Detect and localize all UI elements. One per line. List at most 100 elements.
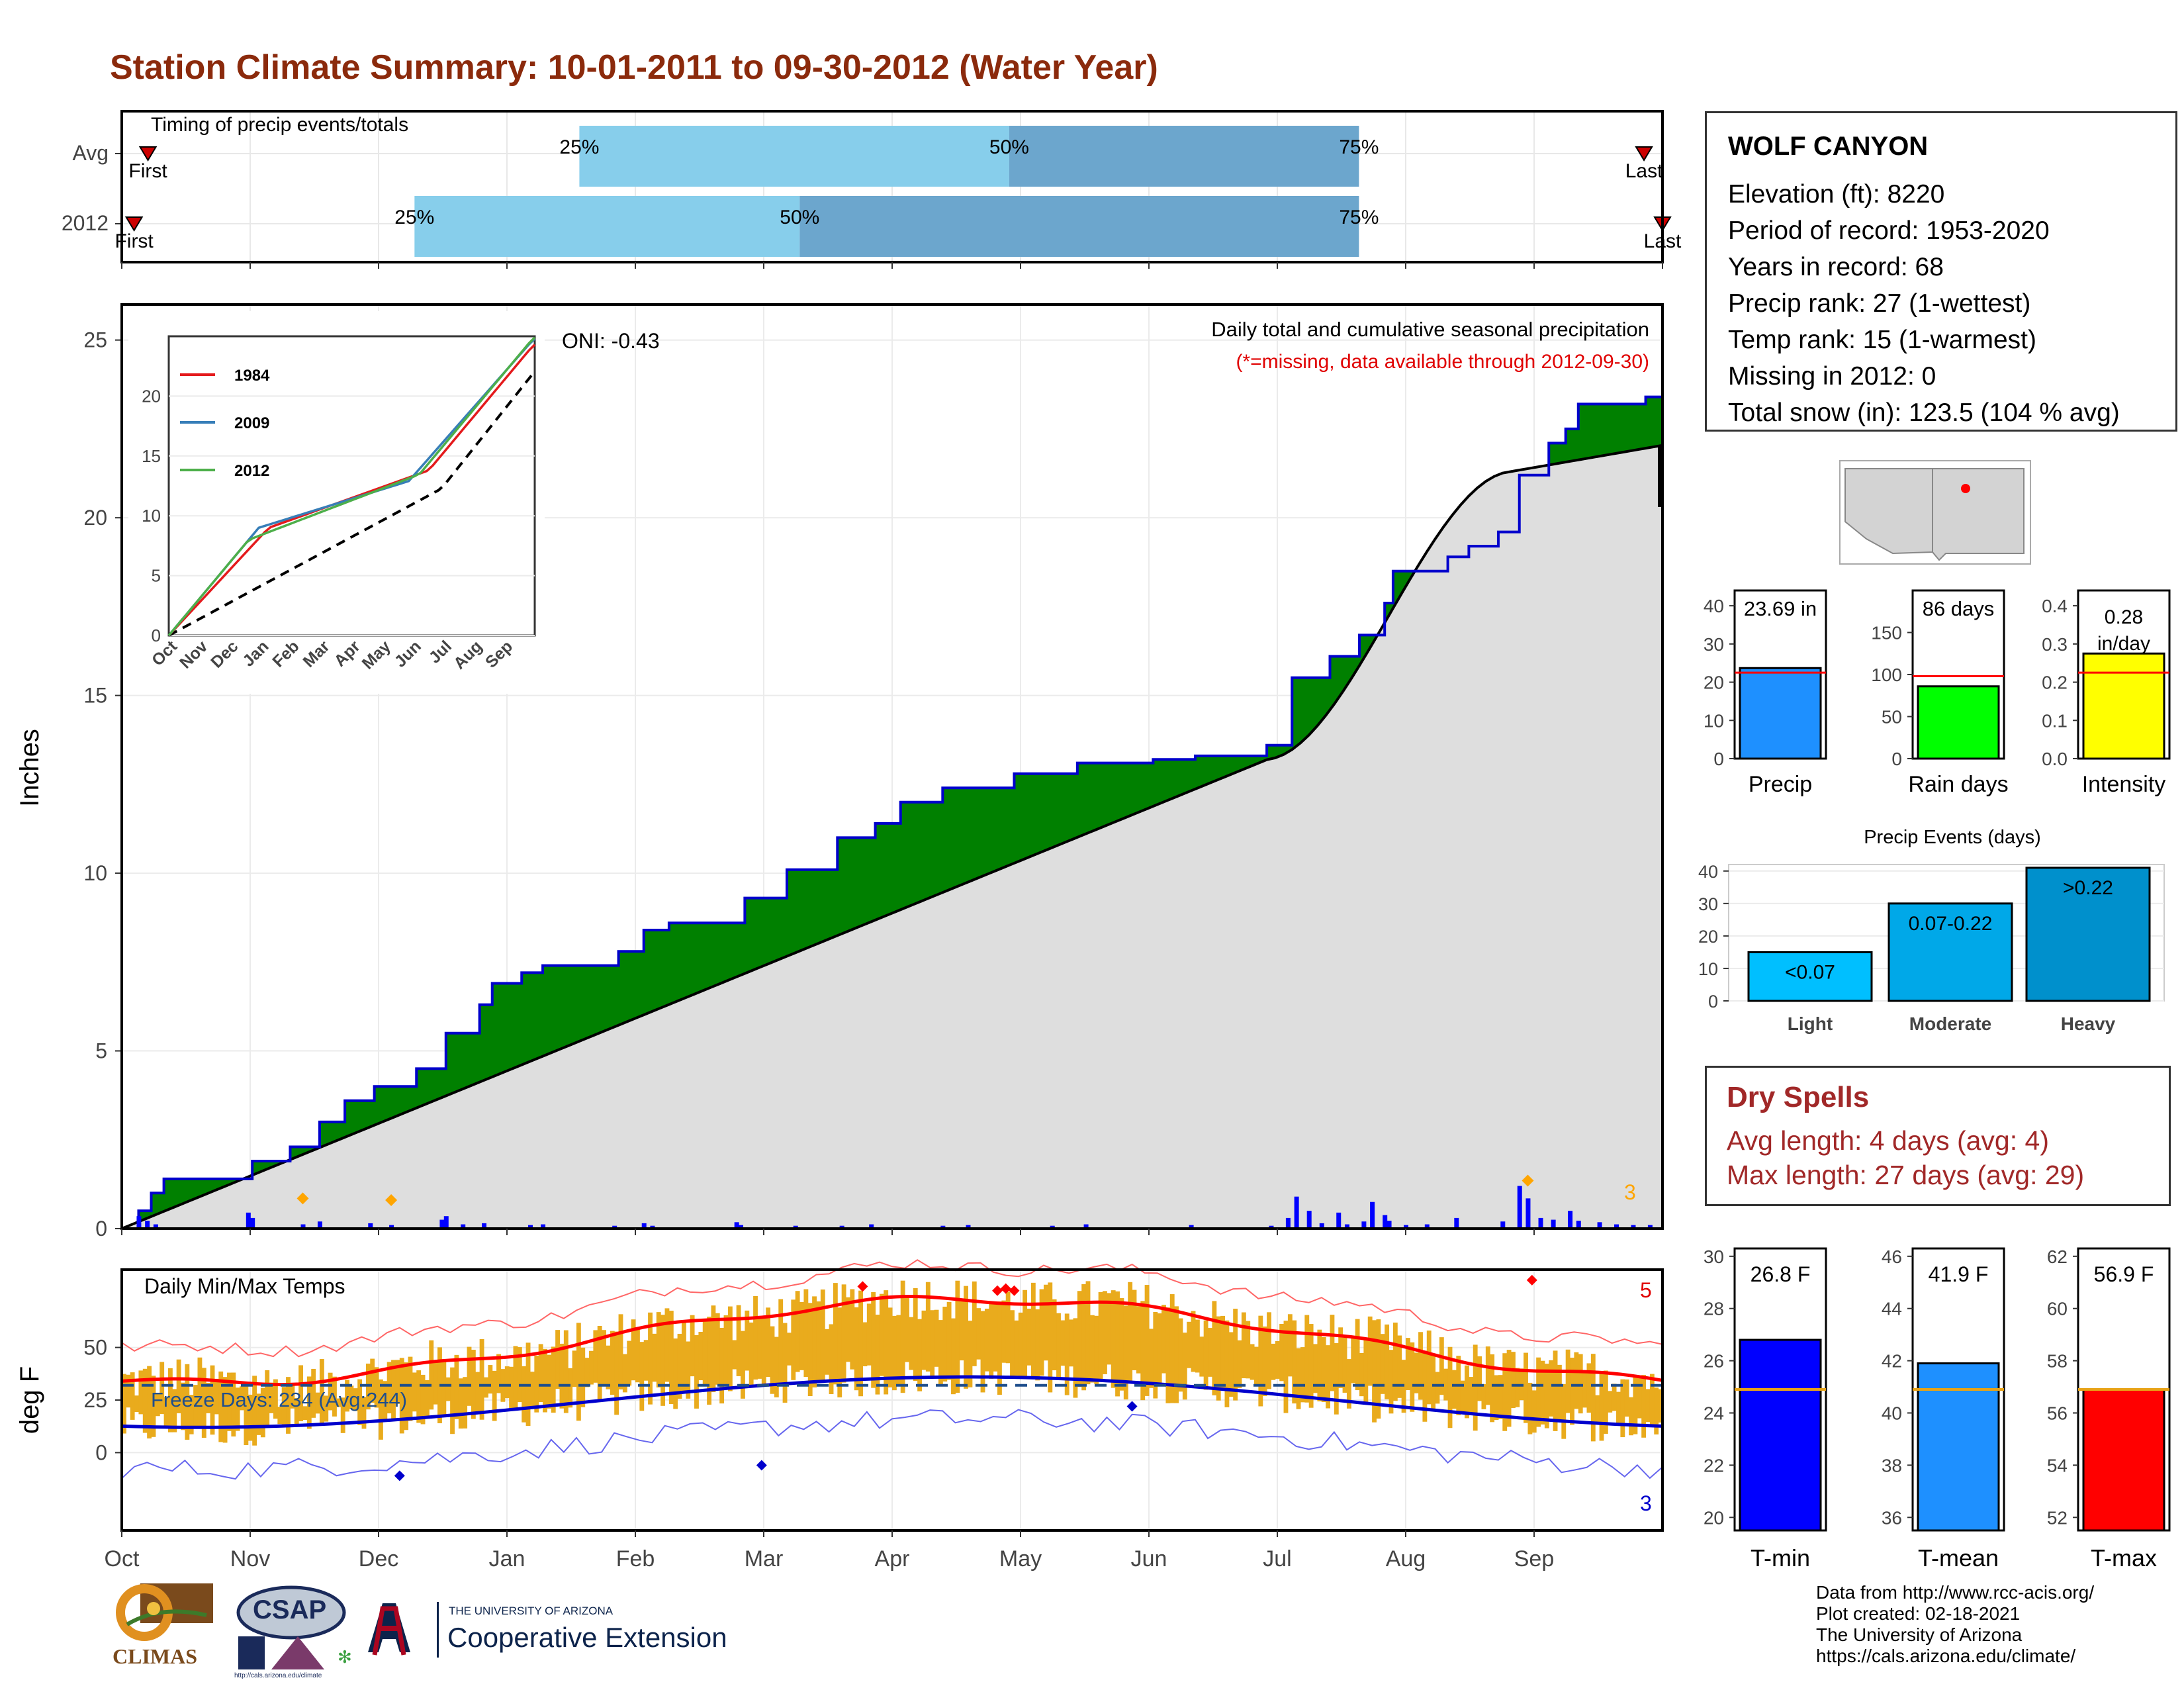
temp-x-tick-label: Oct: [105, 1546, 140, 1571]
temp-summary-bar-label: T-min: [1751, 1544, 1810, 1571]
temp-daily-range-bar: [980, 1311, 985, 1393]
map-state-new-mexico: [1932, 468, 2025, 561]
temp-daily-range-bar: [761, 1315, 766, 1385]
temp-daily-range-bar: [1426, 1330, 1432, 1405]
temp-daily-range-bar: [732, 1340, 737, 1370]
temp-daily-range-bar: [1005, 1291, 1011, 1364]
temp-daily-range-bar: [622, 1354, 627, 1393]
temp-daily-range-bar: [1228, 1332, 1234, 1397]
precip-daily-bar: [527, 1225, 533, 1229]
temp-daily-range-bar: [887, 1307, 893, 1387]
temp-summary-y-tick-label: 44: [1882, 1299, 1902, 1319]
temp-daily-range-bar: [277, 1407, 283, 1425]
temp-daily-range-bar: [513, 1346, 518, 1409]
temp-daily-range-bar: [816, 1301, 821, 1382]
temp-daily-range-bar: [509, 1366, 514, 1409]
temp-daily-range-bar: [353, 1388, 358, 1411]
temp-daily-range-bar: [1191, 1311, 1196, 1372]
temp-daily-range-bar: [1565, 1349, 1570, 1413]
temp-daily-range-bar: [260, 1387, 265, 1438]
inset-legend-label: 1984: [234, 367, 270, 385]
temp-daily-range-bar: [1330, 1315, 1335, 1391]
ua-logo: THE UNIVERSITY OF ARIZONA Cooperative Ex…: [363, 1599, 733, 1665]
temp-daily-range-bar: [1103, 1291, 1107, 1374]
temp-daily-range-bar: [189, 1395, 194, 1434]
station-temp-rank: Temp rank: 15 (1-warmest): [1728, 326, 2036, 354]
temp-daily-range-bar: [1342, 1336, 1347, 1393]
temp-daily-range-bar: [934, 1309, 939, 1367]
timing-first-label: First: [128, 160, 167, 182]
precip-daily-bar: [739, 1225, 744, 1229]
temp-daily-range-bar: [1612, 1383, 1617, 1411]
temp-daily-range-bar: [1439, 1337, 1444, 1395]
events-y-tick-label: 40: [1698, 862, 1718, 882]
precip-daily-bar: [1319, 1223, 1324, 1229]
temp-daily-range-bar: [1494, 1375, 1499, 1421]
climas-logo: CLIMAS: [107, 1578, 220, 1677]
temp-record-high-count: 5: [1640, 1278, 1652, 1302]
temp-daily-range-bar: [673, 1338, 678, 1409]
temp-daily-range-bar: [1039, 1289, 1044, 1376]
temp-daily-range-bar: [214, 1378, 219, 1415]
temp-summary-y-tick-label: 20: [1704, 1507, 1724, 1528]
temp-daily-range-bar: [408, 1356, 413, 1421]
station-missing: Missing in 2012: 0: [1728, 362, 1936, 391]
temp-daily-range-bar: [201, 1368, 206, 1438]
timing-last-marker: [1635, 146, 1653, 162]
temp-daily-range-bar: [1279, 1323, 1285, 1382]
temp-daily-range-bar: [1220, 1315, 1225, 1389]
precip-daily-bar: [368, 1223, 373, 1229]
temp-summary-y-tick-label: 22: [1704, 1455, 1724, 1476]
temp-daily-range-bar: [122, 1374, 126, 1434]
temp-daily-range-bar: [1410, 1342, 1415, 1412]
temp-x-tick-label: Apr: [875, 1546, 910, 1571]
temp-daily-range-bar: [475, 1372, 480, 1415]
temp-daily-range-bar: [1447, 1346, 1453, 1429]
ua-divider: [437, 1602, 439, 1658]
precip-daily-bar: [612, 1225, 617, 1229]
temp-daily-range-bar: [1633, 1376, 1638, 1434]
temp-daily-range-bar: [1582, 1370, 1588, 1408]
temp-daily-range-bar: [854, 1307, 859, 1391]
temp-daily-range-bar: [1355, 1319, 1360, 1391]
temp-summary-y-tick-label: 60: [2047, 1299, 2068, 1319]
summary-y-tick-label: 0.0: [2042, 749, 2068, 769]
temp-daily-range-bar: [1506, 1350, 1512, 1427]
precip-y-tick-label: 15: [83, 684, 107, 708]
temp-daily-range-bar: [681, 1323, 686, 1393]
temp-daily-range-bar: [1334, 1343, 1339, 1415]
temp-daily-range-bar: [1414, 1352, 1419, 1393]
precip-daily-bar: [966, 1225, 971, 1229]
precip-daily-bar: [246, 1212, 251, 1229]
temp-summary-value-label: 41.9 F: [1929, 1262, 1989, 1286]
temp-record-low-marker: [394, 1470, 405, 1481]
temp-daily-range-bar: [1586, 1363, 1592, 1413]
temp-x-tick-label: Jul: [1263, 1546, 1291, 1571]
temp-daily-range-bar: [235, 1387, 240, 1431]
temp-daily-range-bar: [1030, 1282, 1036, 1378]
temp-daily-range-bar: [1544, 1364, 1549, 1429]
temp-daily-range-bar: [551, 1346, 556, 1413]
temp-daily-range-bar: [1035, 1309, 1040, 1381]
temp-daily-range-bar: [766, 1307, 771, 1378]
temp-daily-range-bar: [324, 1395, 329, 1422]
temp-daily-range-bar: [593, 1330, 598, 1383]
temp-daily-range-bar: [1359, 1352, 1364, 1397]
temp-daily-range-bar: [1620, 1379, 1625, 1438]
temp-daily-range-bar: [1549, 1360, 1554, 1417]
temp-daily-range-bar: [896, 1315, 901, 1387]
inset-plot-area: [167, 335, 536, 637]
precip-record-marker: [1522, 1174, 1534, 1187]
precip-y-axis-label: Inches: [15, 729, 44, 807]
temp-daily-range-bar: [1174, 1306, 1179, 1403]
ua-logo-line1: THE UNIVERSITY OF ARIZONA: [449, 1605, 614, 1617]
temp-daily-range-bar: [686, 1341, 691, 1399]
temp-daily-range-bar: [984, 1308, 989, 1372]
temp-daily-range-bar: [1385, 1324, 1390, 1399]
timing-pct-25-label: 25%: [394, 207, 434, 228]
temp-daily-range-bar: [1473, 1344, 1478, 1431]
temp-daily-range-bar: [269, 1382, 274, 1413]
temp-daily-range-bar: [879, 1293, 884, 1376]
freeze-days-label: Freeze Days: 234 (Avg:244): [151, 1388, 407, 1411]
temp-summary-bar-label: T-mean: [1918, 1544, 1999, 1571]
